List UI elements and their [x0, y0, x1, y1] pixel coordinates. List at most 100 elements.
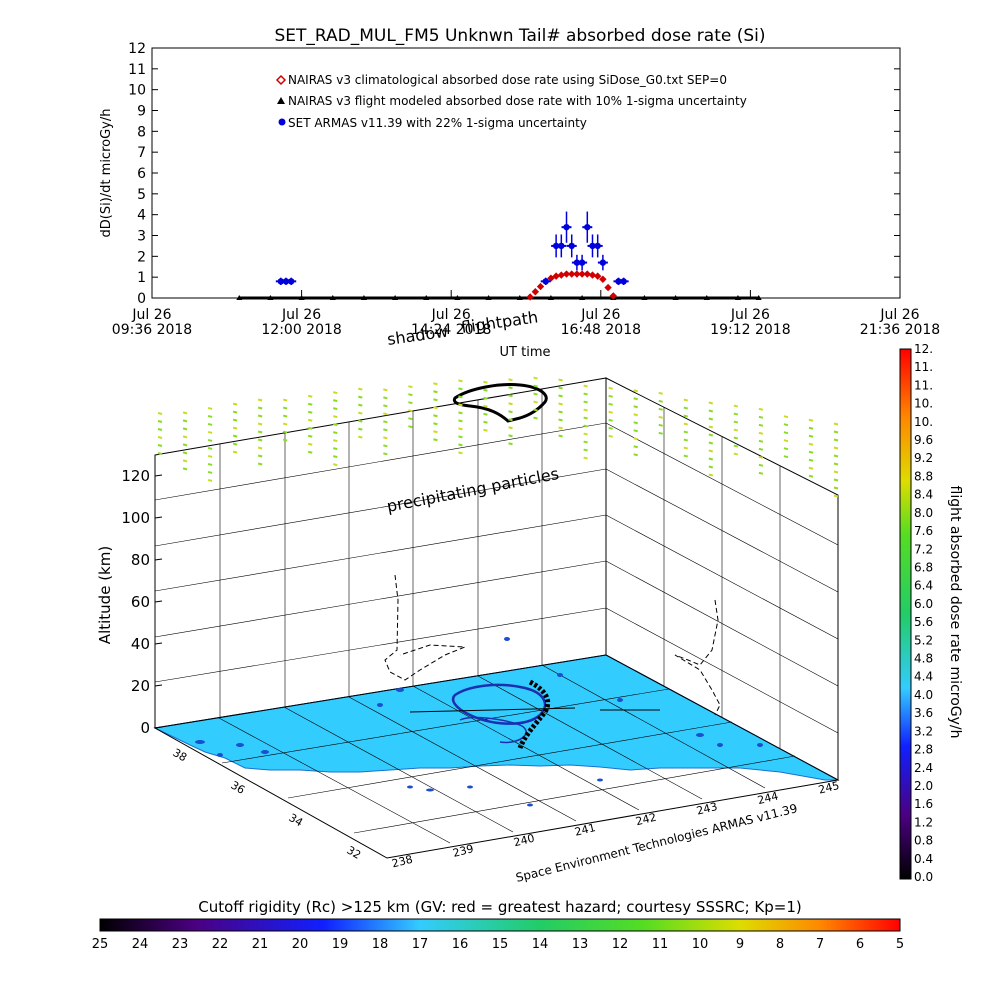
legend-entry-climatological: NAIRAS v3 climatological absorbed dose r…	[288, 73, 727, 87]
series-layer	[236, 211, 762, 301]
particle-mark	[783, 423, 789, 427]
particle-mark	[257, 454, 263, 458]
x-tick-label-time: 12:00 2018	[261, 322, 341, 338]
particle-mark	[257, 462, 263, 466]
flight-modeled-point	[547, 295, 554, 300]
particle-mark	[358, 403, 363, 407]
particle-mark	[433, 406, 438, 410]
cutoff-colorbar-tick-label: 5	[896, 937, 904, 952]
particle-mark	[808, 426, 814, 430]
particle-mark	[708, 449, 714, 453]
particle-mark	[808, 474, 814, 478]
particle-mark	[633, 397, 638, 401]
particle-mark	[207, 406, 213, 410]
particle-mark	[633, 445, 638, 449]
longitude-ticks: 238 239 240 241 242 243 244 245	[390, 779, 840, 870]
particle-mark	[207, 462, 213, 466]
particle-mark	[733, 444, 739, 448]
particle-mark	[608, 402, 613, 406]
particle-mark	[182, 443, 188, 447]
particle-mark	[558, 394, 563, 398]
x-tick-label-time: 09:36 2018	[112, 322, 192, 338]
particle-mark	[833, 430, 839, 434]
particle-mark	[483, 388, 488, 392]
particle-mark	[808, 466, 814, 470]
particle-mark	[683, 446, 689, 450]
dose-colorbar-tick-label: 4.0	[914, 688, 933, 702]
cutoff-colorbar-tick-label: 12	[612, 937, 629, 952]
altitude-tick-label: 0	[140, 719, 150, 737]
particle-mark	[833, 454, 839, 458]
particle-mark	[182, 451, 188, 455]
dose-colorbar-tick-label: 0.4	[914, 852, 933, 866]
flight-ground-projection	[517, 679, 551, 749]
shadow-track	[451, 683, 547, 725]
cutoff-colorbar-tick-label: 10	[692, 937, 709, 952]
flight-modeled-point	[298, 295, 305, 300]
cutoff-colorbar-tick-label: 8	[776, 937, 784, 952]
dose-colorbar-tick-label: 3.2	[914, 724, 933, 738]
climatological-point	[583, 270, 592, 278]
particle-mark	[307, 418, 313, 422]
particle-mark	[633, 437, 638, 441]
cutoff-colorbar-tick-label: 11	[652, 937, 669, 952]
particle-mark	[408, 417, 413, 421]
cutoff-colorbar-tick-label: 16	[452, 937, 469, 952]
armas-point	[542, 278, 549, 285]
altitude-tick	[154, 516, 163, 519]
x-tick-label-day: Jul 26	[879, 307, 919, 323]
dose-colorbar-tick-label: 2.4	[914, 761, 933, 775]
climatological-point	[593, 272, 602, 280]
particle-mark	[783, 431, 789, 435]
particle-mark	[533, 376, 538, 380]
x-tick-label-day: Jul 26	[431, 307, 471, 323]
altitude-tick-label: 100	[121, 509, 150, 527]
climatological-point	[573, 270, 581, 278]
cutoff-colorbar-tick-label: 13	[572, 937, 589, 952]
particle-mark	[257, 438, 263, 442]
x-tick-label-day: Jul 26	[281, 307, 321, 323]
longitude-tick-label: 238	[390, 853, 414, 871]
particle-mark	[733, 420, 739, 424]
right-wall-projection	[674, 599, 721, 716]
flight-modeled-point	[641, 295, 648, 300]
particle-mark	[333, 399, 338, 403]
climatological-point	[604, 283, 612, 292]
flight-modeled-point	[516, 295, 523, 300]
armas-point	[620, 278, 627, 285]
particle-mark	[583, 416, 588, 420]
particle-mark	[307, 394, 313, 398]
particle-mark	[358, 395, 363, 399]
particle-mark	[483, 412, 488, 416]
flight-modeled-point	[236, 295, 243, 300]
cutoff-colorbar-bar	[99, 918, 901, 932]
dose-colorbar-tick-label: 0.0	[914, 870, 933, 884]
particle-mark	[608, 434, 613, 438]
particle-mark	[257, 398, 263, 402]
cutoff-colorbar-tick-label: 24	[132, 937, 149, 952]
cutoff-colorbar-tick-label: 23	[172, 937, 189, 952]
particle-mark	[758, 455, 764, 459]
climatological-point	[526, 293, 534, 301]
particle-mark	[383, 404, 388, 408]
particle-mark	[232, 442, 238, 446]
particle-mark	[282, 438, 288, 442]
flight-modeled-point	[734, 295, 741, 300]
altitude-tick-label: 60	[131, 593, 150, 611]
armas-point	[599, 259, 607, 266]
particle-mark	[683, 430, 689, 434]
particle-mark	[833, 422, 839, 426]
particle-mark	[608, 410, 613, 414]
y-tick-label: 9	[137, 104, 146, 120]
dose-colorbar-tick-label: 5.2	[914, 633, 933, 647]
particle-mark	[157, 420, 163, 423]
particle-mark	[783, 415, 789, 419]
z-axis-label: Altitude (km)	[96, 546, 114, 644]
particle-mark	[207, 438, 213, 442]
particle-mark	[307, 410, 313, 414]
particle-mark	[408, 401, 413, 405]
cutoff-colorbar-tick-label: 25	[92, 937, 109, 952]
particle-mark	[633, 405, 638, 409]
particle-mark	[508, 410, 513, 414]
particle-mark	[307, 442, 313, 446]
